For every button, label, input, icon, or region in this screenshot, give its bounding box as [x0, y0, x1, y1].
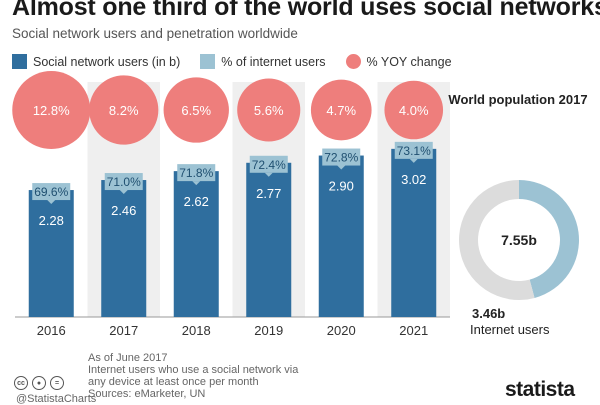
yoy-bubble	[163, 77, 229, 143]
penetration-box-pointer	[47, 200, 56, 205]
x-tick-label: 2016	[37, 323, 66, 338]
bar-value-label: 2.90	[329, 179, 354, 194]
bar-value-label: 2.62	[184, 194, 209, 209]
legend-swatch-yoy	[345, 54, 361, 69]
yoy-label: 8.2%	[109, 103, 139, 118]
bar	[28, 190, 74, 317]
bar-value-label: 3.02	[401, 172, 426, 187]
yoy-label: 5.6%	[254, 103, 284, 118]
legend-item-users: Social network users (in b)	[12, 54, 180, 69]
x-tick-label: 2020	[327, 323, 356, 338]
yoy-bubble	[237, 78, 301, 142]
yoy-bubble	[384, 80, 444, 140]
penetration-label: 73.1%	[397, 144, 431, 158]
equals-icon: =	[50, 376, 64, 390]
footer-handle: @StatistaCharts	[16, 393, 97, 405]
legend-swatch-users	[12, 54, 27, 69]
bar	[101, 180, 147, 317]
legend-swatch-penetration	[200, 54, 216, 69]
penetration-box-pointer	[337, 165, 346, 170]
penetration-box	[322, 148, 361, 166]
bar	[391, 148, 437, 317]
penetration-label: 69.6%	[34, 185, 68, 199]
x-tick-label: 2018	[182, 323, 211, 338]
penetration-box-pointer	[119, 190, 128, 195]
penetration-box	[249, 155, 288, 173]
legend-label-users: Social network users (in b)	[33, 54, 181, 69]
penetration-label: 72.8%	[324, 151, 358, 165]
donut-center-label: 7.55b	[501, 232, 537, 248]
bar-value-label: 2.77	[256, 186, 281, 201]
penetration-label: 71.8%	[179, 166, 213, 180]
x-tick-label: 2019	[254, 323, 283, 338]
by-icon: ●	[32, 376, 46, 390]
yoy-label: 6.5%	[181, 103, 211, 118]
yoy-bubble	[12, 71, 91, 149]
donut-slice-internet-users	[519, 179, 580, 298]
donut-slice-other	[459, 180, 535, 300]
donut-title: World population 2017	[448, 92, 588, 107]
footer-note-line: Internet users who use a social network …	[88, 364, 299, 376]
yoy-label: 4.0%	[399, 103, 429, 118]
bar-value-label: 2.28	[39, 213, 64, 228]
legend-label-penetration: % of internet users	[221, 54, 326, 69]
footer-note-line: As of June 2017	[88, 352, 168, 364]
yoy-bubble	[89, 75, 159, 145]
bar	[173, 171, 219, 317]
penetration-box	[32, 183, 71, 201]
bar	[318, 155, 364, 317]
footer-notes: As of June 2017 Internet users who use a…	[88, 352, 298, 400]
x-tick-label: 2017	[109, 323, 138, 338]
legend-item-penetration: % of internet users	[200, 54, 326, 69]
legend: Social network users (in b) % of interne…	[12, 54, 452, 69]
penetration-box	[394, 141, 433, 159]
donut-users-label: Internet users	[470, 322, 550, 337]
page-title: Almost one third of the world uses socia…	[12, 0, 600, 21]
donut-users-value: 3.46b	[472, 306, 506, 321]
bar	[246, 162, 292, 317]
penetration-box	[177, 164, 216, 182]
yoy-label: 12.8%	[33, 103, 70, 118]
license-icons: cc ● =	[14, 376, 64, 390]
bar-value-label: 2.46	[111, 203, 136, 218]
penetration-box-pointer	[409, 158, 418, 163]
footer-note-line: any device at least once per month	[88, 376, 259, 388]
cc-icon: cc	[14, 376, 28, 390]
legend-item-yoy: % YOY change	[345, 54, 452, 69]
page-subtitle: Social network users and penetration wor…	[12, 26, 298, 41]
penetration-box-pointer	[264, 172, 273, 177]
penetration-box	[104, 173, 143, 191]
x-tick-label: 2021	[399, 323, 428, 338]
penetration-label: 72.4%	[252, 158, 286, 172]
legend-label-yoy: % YOY change	[366, 54, 452, 69]
yoy-bubble	[310, 79, 372, 141]
footer-note-line: Sources: eMarketer, UN	[88, 388, 206, 400]
statista-logo: statista	[505, 378, 575, 401]
penetration-box-pointer	[192, 181, 201, 186]
yoy-label: 4.7%	[326, 103, 356, 118]
penetration-label: 71.0%	[107, 175, 141, 189]
